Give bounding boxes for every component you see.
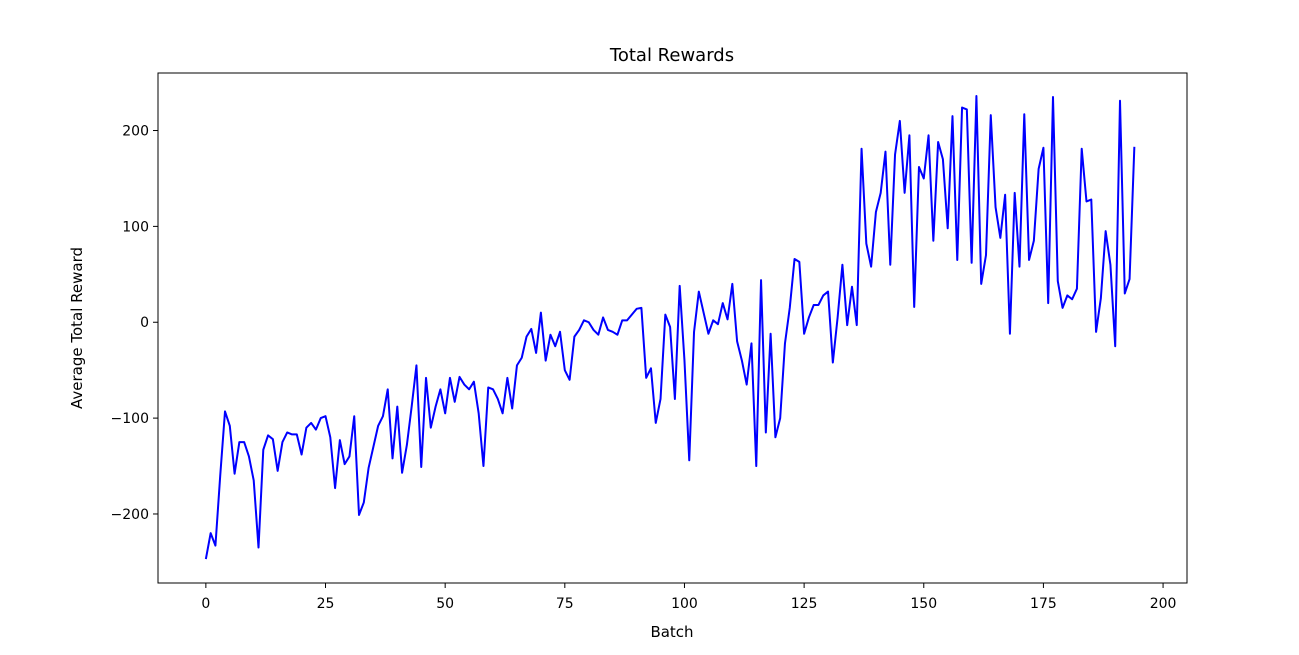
plot-frame <box>157 72 1188 584</box>
x-axis: 0 25 50 75 100 125 150 175 200 <box>201 583 1176 612</box>
x-tick-label: 150 <box>910 596 937 612</box>
x-axis-label: Batch <box>650 623 693 641</box>
y-axis-label: Average Total Reward <box>68 247 86 409</box>
y-tick-label: 200 <box>122 124 149 140</box>
y-tick-label: −200 <box>111 507 149 523</box>
y-tick-label: 100 <box>122 219 149 235</box>
series-line <box>204 95 1136 560</box>
plot-area <box>157 72 1188 584</box>
x-tick-label: 0 <box>201 596 210 612</box>
x-tick-label: 25 <box>317 596 335 612</box>
y-tick-label: 0 <box>140 315 149 331</box>
x-tick-label: 100 <box>671 596 698 612</box>
chart-title: Total Rewards <box>609 45 734 66</box>
y-tick-label: −100 <box>111 411 149 427</box>
x-tick-label: 125 <box>791 596 818 612</box>
x-tick-label: 200 <box>1150 596 1177 612</box>
x-tick-label: 50 <box>436 596 454 612</box>
y-axis: −200 −100 0 100 200 <box>111 124 158 523</box>
x-tick-label: 75 <box>556 596 574 612</box>
x-tick-label: 175 <box>1030 596 1057 612</box>
